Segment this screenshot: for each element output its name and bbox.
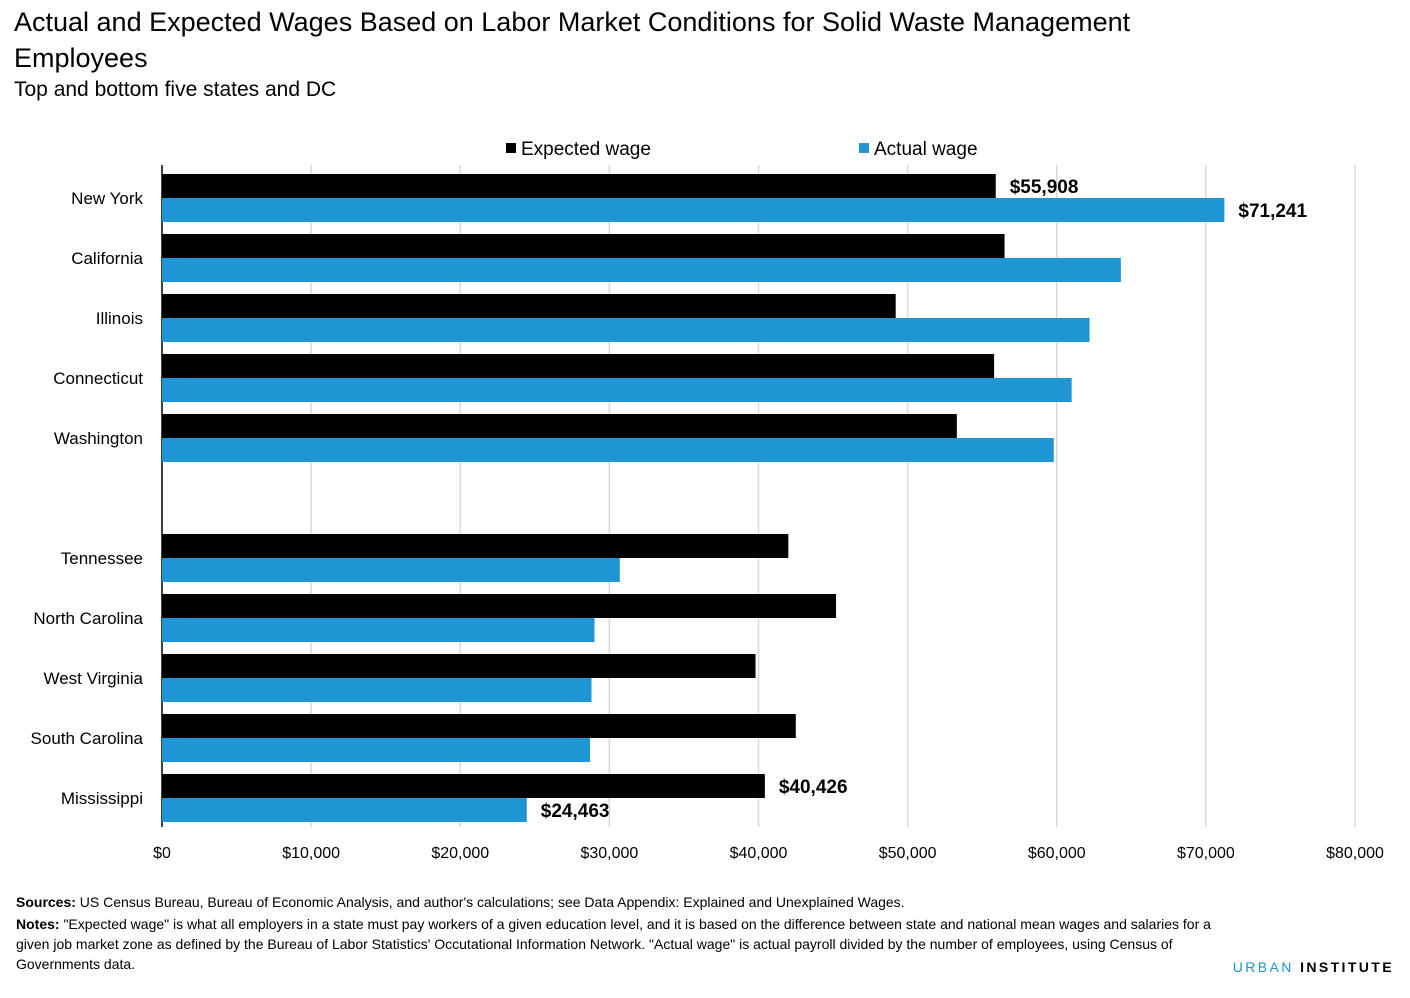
category-label: North Carolina: [33, 609, 143, 628]
bar-expected-wage-new-york: [162, 174, 996, 198]
category-label: Mississippi: [61, 789, 143, 808]
x-tick-label: $50,000: [879, 845, 937, 862]
category-label: Illinois: [96, 309, 143, 328]
legend: Expected wage Actual wage: [506, 139, 978, 160]
legend-label-expected: Expected wage: [521, 139, 651, 160]
x-tick-label: $10,000: [282, 845, 340, 862]
x-tick-label: $70,000: [1177, 845, 1235, 862]
legend-swatch-actual: [859, 143, 869, 153]
bars: [162, 174, 1225, 822]
notes-text: "Expected wage" is what all employers in…: [16, 916, 1211, 972]
category-label: South Carolina: [31, 729, 144, 748]
urban-institute-logo: URBAN INSTITUTE: [1233, 959, 1394, 975]
legend-label-actual: Actual wage: [874, 139, 978, 160]
x-tick-label: $20,000: [431, 845, 489, 862]
category-label: New York: [71, 189, 143, 208]
bar-actual-wage-washington: [162, 438, 1054, 462]
x-tick-label: $80,000: [1326, 845, 1384, 862]
x-tick-labels: $0 $10,000 $20,000 $30,000 $40,000 $50,000 $60…: [153, 845, 1384, 862]
category-label: Connecticut: [53, 369, 143, 388]
x-tick-label: $0: [153, 845, 171, 862]
x-tick-label: $40,000: [730, 845, 788, 862]
category-label: West Virginia: [43, 669, 143, 688]
chart-subtitle: Top and bottom five states and DC: [14, 78, 337, 101]
bar-actual-wage-south-carolina: [162, 738, 590, 762]
bar-expected-wage-mississippi: [162, 774, 765, 798]
bar-expected-wage-west-virginia: [162, 654, 756, 678]
category-labels: New York California Illinois Connecticut Was…: [31, 189, 144, 808]
brand-institute: INSTITUTE: [1300, 959, 1394, 975]
data-label: $55,908: [1010, 177, 1079, 198]
data-labels: $55,908 $71,241 $40,426 $24,463: [541, 177, 1308, 822]
x-tick-label: $60,000: [1028, 845, 1086, 862]
bar-expected-wage-washington: [162, 414, 957, 438]
sources-note: Sources: US Census Bureau, Bureau of Eco…: [16, 892, 1216, 912]
chart-title: Actual and Expected Wages Based on Labor…: [14, 7, 1131, 73]
data-label: $71,241: [1238, 201, 1307, 222]
bar-actual-wage-connecticut: [162, 378, 1072, 402]
data-label: $40,426: [779, 777, 848, 798]
bar-actual-wage-new-york: [162, 198, 1225, 222]
notes-label: Notes:: [16, 916, 60, 932]
bar-actual-wage-north-carolina: [162, 618, 595, 642]
sources-text: US Census Bureau, Bureau of Economic Ana…: [75, 894, 905, 910]
bar-expected-wage-south-carolina: [162, 714, 796, 738]
bar-actual-wage-mississippi: [162, 798, 527, 822]
brand-urban: URBAN: [1232, 959, 1294, 975]
x-tick-label: $30,000: [580, 845, 638, 862]
sources-label: Sources:: [16, 894, 76, 910]
bar-expected-wage-connecticut: [162, 354, 995, 378]
legend-swatch-expected: [506, 143, 516, 153]
bar-actual-wage-tennessee: [162, 558, 620, 582]
bar-expected-wage-illinois: [162, 294, 896, 318]
bar-actual-wage-illinois: [162, 318, 1090, 342]
data-label: $24,463: [541, 801, 610, 822]
bar-expected-wage-tennessee: [162, 534, 789, 558]
bar-expected-wage-california: [162, 234, 1005, 258]
category-label: Tennessee: [61, 549, 143, 568]
bar-actual-wage-west-virginia: [162, 678, 592, 702]
category-label: California: [71, 249, 143, 268]
bar-actual-wage-california: [162, 258, 1121, 282]
notes-note: Notes: "Expected wage" is what all emplo…: [16, 914, 1216, 974]
category-label: Washington: [54, 429, 143, 448]
bar-expected-wage-north-carolina: [162, 594, 837, 618]
